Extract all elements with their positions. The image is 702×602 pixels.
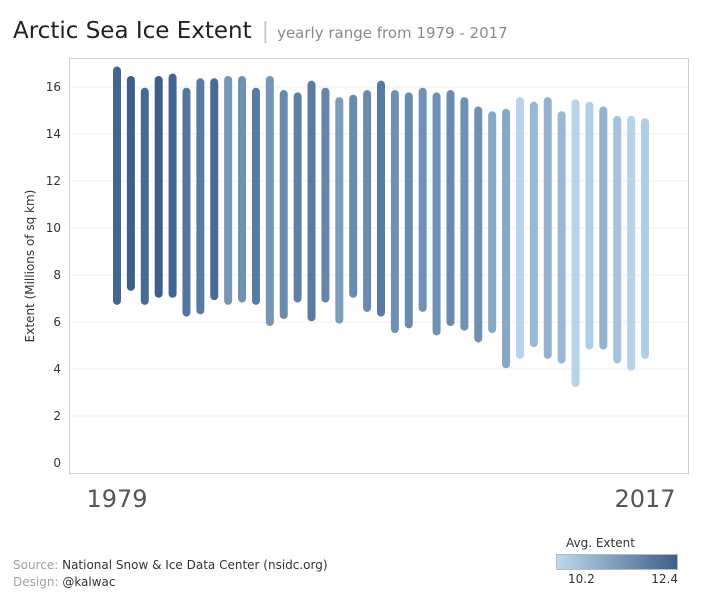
y-tick-label: 4: [53, 362, 61, 376]
x-start-label: 1979: [86, 485, 147, 513]
design-text: @kalwac: [62, 575, 116, 589]
y-tick-label: 8: [53, 268, 61, 282]
y-axis: 0 2 4 6 8 10 12 14 16: [46, 80, 61, 470]
legend-title: Avg. Extent: [566, 536, 635, 550]
y-tick-label: 6: [53, 315, 61, 329]
legend-gradient-bar: [556, 554, 678, 570]
y-tick-label: 12: [46, 174, 61, 188]
y-tick-label: 0: [53, 456, 61, 470]
color-legend: Avg. Extent 10.2 12.4: [556, 536, 680, 586]
source-text: National Snow & Ice Data Center (nsidc.o…: [62, 558, 328, 572]
x-end-label: 2017: [614, 485, 675, 513]
chart-header: Arctic Sea Ice Extent | yearly range fro…: [13, 18, 508, 44]
chart-title: Arctic Sea Ice Extent: [13, 18, 252, 44]
footer: Source: National Snow & Ice Data Center …: [13, 557, 328, 591]
y-tick-label: 14: [46, 127, 61, 141]
y-tick-label: 2: [53, 409, 61, 423]
legend-max-label: 12.4: [651, 572, 678, 586]
range-chart: 0 2 4 6 8 10 12 14 16 Extent (Millions of sq km)…: [23, 58, 689, 513]
y-axis-label: Extent (Millions of sq km): [23, 190, 37, 343]
legend-labels: 10.2 12.4: [556, 570, 680, 586]
source-label: Source:: [13, 558, 59, 572]
title-separator: |: [261, 19, 270, 44]
legend-min-label: 10.2: [568, 572, 595, 586]
source-line: Source: National Snow & Ice Data Center …: [13, 557, 328, 574]
design-label: Design:: [13, 575, 59, 589]
chart-subtitle: yearly range from 1979 - 2017: [277, 24, 508, 42]
range-bars: [113, 66, 649, 388]
y-tick-label: 10: [46, 221, 61, 235]
y-tick-label: 16: [46, 80, 61, 94]
design-line: Design: @kalwac: [13, 574, 328, 591]
plot-frame: [69, 58, 689, 474]
